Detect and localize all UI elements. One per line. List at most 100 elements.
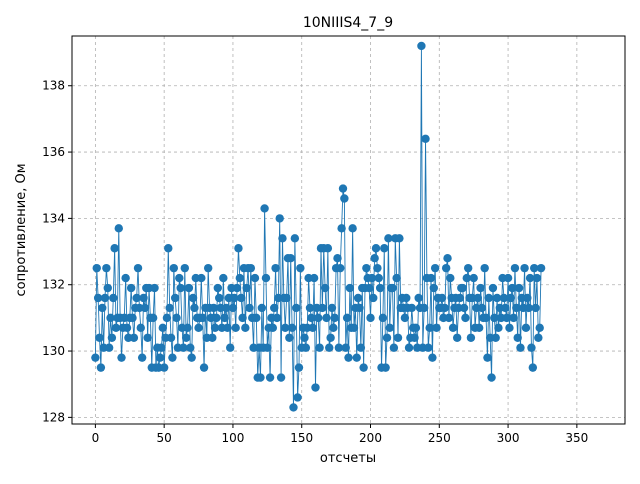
data-point (527, 343, 536, 352)
data-point (107, 333, 117, 342)
data-point (102, 263, 111, 273)
chart-title: 10NIIIS4_7_9 (303, 15, 393, 31)
y-tick-label: 138 (42, 79, 65, 93)
data-point (208, 333, 217, 342)
data-point (492, 293, 502, 303)
data-point (275, 214, 284, 223)
data-point (170, 293, 180, 303)
data-point (528, 363, 538, 372)
data-point (175, 273, 184, 283)
data-point (176, 283, 185, 293)
data-point (136, 323, 145, 333)
data-point (356, 343, 366, 352)
data-point (311, 383, 320, 392)
data-point (157, 343, 166, 352)
data-point (505, 323, 514, 333)
data-point (417, 41, 426, 51)
data-point (320, 283, 330, 293)
data-point (162, 313, 172, 323)
data-point (499, 293, 509, 303)
data-point (98, 303, 107, 313)
data-point (301, 343, 311, 352)
data-point (375, 283, 385, 293)
data-point (458, 283, 467, 293)
data-point (110, 244, 119, 253)
data-point (461, 313, 470, 323)
data-point (121, 273, 130, 283)
x-axis-label: отсчеты (320, 451, 376, 466)
data-point (494, 323, 503, 333)
data-point (510, 263, 520, 273)
y-tick-label: 134 (42, 211, 65, 225)
data-point (132, 293, 141, 303)
data-point (374, 273, 383, 283)
data-point (508, 283, 517, 293)
data-point (287, 323, 297, 333)
data-point (444, 313, 454, 323)
data-point (188, 293, 198, 303)
data-point (437, 293, 447, 303)
data-point (210, 323, 220, 333)
data-point (282, 293, 291, 303)
data-point (473, 293, 483, 303)
data-point (430, 263, 440, 273)
data-point (333, 253, 342, 263)
data-point (139, 293, 148, 303)
data-point (355, 303, 364, 313)
data-point (183, 323, 192, 333)
data-point (148, 313, 158, 323)
data-point (364, 283, 374, 293)
data-point (234, 244, 243, 253)
data-point (491, 333, 500, 342)
data-point (231, 323, 240, 333)
data-point (503, 273, 513, 283)
data-point (523, 293, 532, 303)
data-point (432, 323, 441, 333)
axes: 0 50 100 150 200 250 300 350 128 130 132 134 136 138 (42, 79, 588, 445)
data-point (261, 273, 271, 283)
data-point (502, 313, 511, 323)
data-point (106, 313, 115, 323)
data-point (159, 363, 169, 372)
data-point (483, 353, 492, 362)
data-point (296, 263, 305, 273)
data-point (179, 343, 188, 352)
data-point (186, 343, 195, 352)
data-point (452, 333, 462, 342)
data-point (289, 403, 298, 412)
data-point (402, 293, 411, 303)
data-point (260, 204, 269, 213)
data-point (271, 263, 280, 273)
data-point (530, 263, 539, 273)
data-point (252, 313, 261, 323)
data-point (421, 134, 430, 143)
data-point (371, 244, 381, 253)
data-point (440, 303, 449, 313)
data-point (392, 273, 401, 283)
data-point (220, 313, 229, 323)
data-point (308, 323, 317, 333)
data-point (407, 303, 416, 313)
data-point (322, 313, 331, 323)
data-point (349, 323, 359, 333)
data-point (448, 323, 458, 333)
data-point (380, 244, 389, 253)
data-point (382, 333, 392, 342)
x-tick-label: 350 (565, 431, 588, 445)
data-point (169, 263, 178, 273)
data-point (223, 323, 232, 333)
data-point (520, 263, 529, 273)
data-point (370, 253, 379, 263)
data-point (426, 273, 436, 283)
data-point (166, 333, 176, 342)
data-point (265, 373, 275, 382)
data-point (198, 313, 207, 323)
data-point (212, 313, 221, 323)
data-point (307, 313, 316, 323)
data-point (338, 184, 348, 193)
data-point (190, 303, 199, 313)
data-point (246, 263, 256, 273)
data-point (509, 313, 518, 323)
data-point (219, 273, 228, 283)
